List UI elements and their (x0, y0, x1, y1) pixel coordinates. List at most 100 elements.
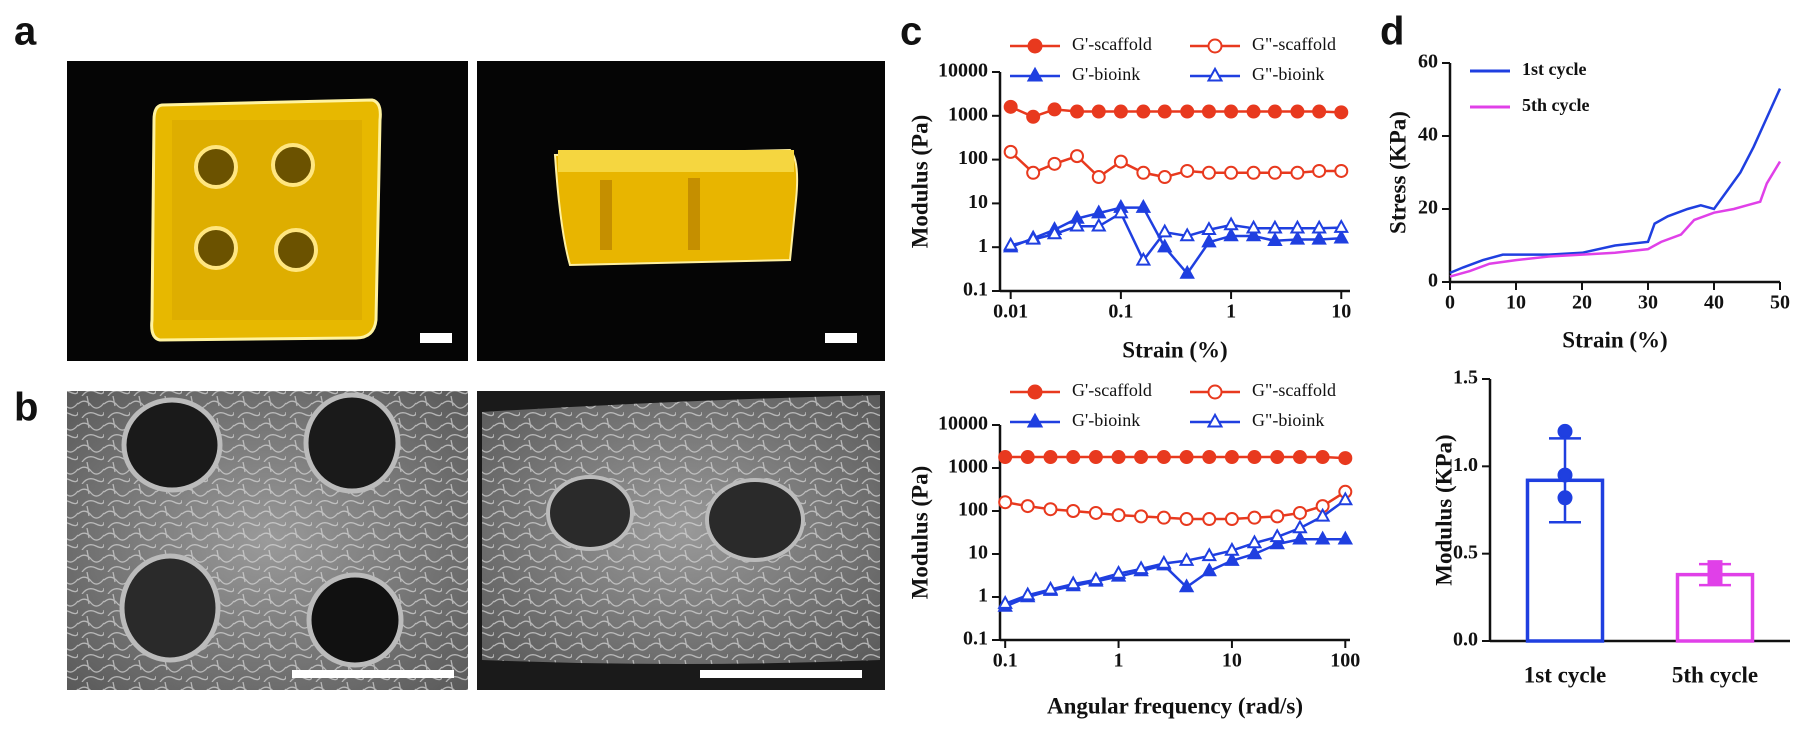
marker (1269, 535, 1285, 550)
marker (1224, 165, 1239, 180)
series-line (1004, 538, 1346, 608)
marker (1290, 165, 1305, 180)
marker (1156, 554, 1172, 569)
x-tick-label: 0.01 (993, 301, 1028, 323)
marker (1337, 491, 1354, 506)
x-tick-label: 0 (1445, 292, 1455, 314)
marker (1224, 552, 1240, 566)
y-tick-label: 100 (958, 147, 988, 169)
y-tick-label: 0.0 (1453, 629, 1478, 651)
marker (1043, 502, 1058, 517)
y-tick-label: 1.5 (1453, 367, 1478, 389)
y-tick-label: 40 (1418, 124, 1438, 146)
marker (1201, 104, 1216, 119)
marker (1314, 507, 1331, 522)
marker (1267, 165, 1282, 180)
marker (1292, 519, 1308, 534)
data-point (1707, 570, 1723, 586)
marker (1312, 104, 1327, 119)
marker (1066, 504, 1081, 518)
y-tick-label: 1000 (948, 103, 988, 125)
panel-label: c (900, 10, 922, 54)
y-tick-label: 1.0 (1453, 454, 1478, 476)
y-tick-label: 1 (978, 235, 988, 257)
marker (1113, 204, 1129, 219)
marker (1267, 104, 1282, 119)
marker (1136, 104, 1151, 119)
marker (1156, 510, 1171, 525)
y-axis-label: Modulus (Pa) (907, 115, 932, 249)
marker (1312, 163, 1327, 178)
marker (1026, 109, 1041, 124)
marker (1134, 509, 1149, 524)
marker (1270, 509, 1285, 524)
x-tick-label: 5th cycle (1672, 662, 1758, 687)
marker (1201, 221, 1217, 235)
x-tick-label: 1 (1226, 301, 1236, 323)
series-line (1004, 499, 1347, 605)
x-tick-label: 20 (1572, 292, 1592, 314)
legend-label: G"-bioink (1252, 410, 1324, 430)
photo-top-view (67, 61, 468, 361)
marker (1020, 586, 1036, 601)
marker (1246, 534, 1263, 549)
legend-marker (1027, 38, 1043, 54)
series-line (1010, 206, 1342, 276)
marker (1157, 238, 1173, 253)
data-point (1557, 467, 1573, 483)
marker (1315, 450, 1330, 465)
marker (1020, 499, 1035, 514)
marker (1180, 104, 1195, 119)
data-point (1557, 423, 1573, 439)
y-tick-label: 0 (1428, 270, 1438, 292)
y-tick-label: 0.1 (963, 279, 988, 301)
marker (1247, 450, 1262, 465)
marker (1091, 104, 1106, 119)
marker (1338, 451, 1353, 466)
series-line (1010, 211, 1342, 263)
y-tick-label: 10000 (938, 413, 988, 435)
marker (1224, 541, 1240, 556)
marker (998, 495, 1013, 510)
marker (1292, 505, 1307, 520)
marker (1333, 229, 1349, 244)
legend-marker (1206, 66, 1224, 82)
marker (1224, 512, 1239, 527)
legend-label: G"-scaffold (1252, 380, 1336, 400)
legend-marker (1026, 66, 1044, 82)
marker (1110, 564, 1127, 579)
marker (1289, 219, 1306, 234)
legend-label: G'-scaffold (1072, 380, 1152, 400)
marker (1091, 204, 1107, 219)
marker (1047, 156, 1062, 171)
marker (1267, 232, 1283, 246)
y-axis-label: Modulus (KPa) (1431, 434, 1456, 585)
marker (1246, 104, 1261, 119)
marker (1070, 104, 1085, 119)
marker (1066, 450, 1081, 465)
y-tick-label: 10000 (938, 60, 988, 82)
marker (1201, 165, 1216, 180)
y-tick-label: 0.1 (963, 628, 988, 650)
series-line (1004, 490, 1346, 521)
marker (1269, 528, 1285, 543)
marker (1111, 450, 1126, 465)
legend-label: G'-bioink (1072, 64, 1140, 84)
y-tick-label: 0.5 (1453, 541, 1478, 563)
marker (1314, 530, 1331, 545)
marker (1046, 225, 1063, 240)
y-axis-label: Stress (KPa) (1385, 111, 1410, 234)
marker (1157, 104, 1172, 119)
marker (1224, 104, 1239, 119)
marker (1069, 217, 1085, 232)
legend-label: G'-scaffold (1072, 34, 1152, 54)
marker (1337, 530, 1354, 545)
marker (1245, 227, 1262, 242)
marker (1202, 512, 1217, 527)
marker (1247, 510, 1262, 525)
marker (1245, 219, 1262, 234)
marker (1202, 450, 1217, 465)
legend-marker (1207, 38, 1223, 54)
marker (1270, 450, 1285, 465)
